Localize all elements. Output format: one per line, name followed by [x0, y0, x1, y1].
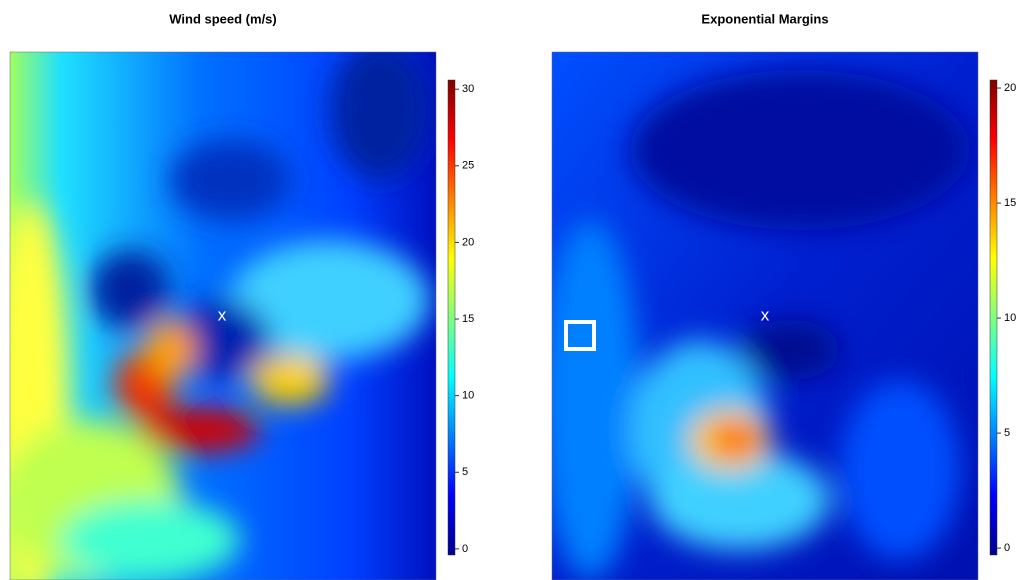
- colorbar: [447, 79, 456, 556]
- colorbar: [989, 79, 998, 556]
- colorbar-tick-label: 15: [1004, 197, 1016, 209]
- plot-frame: [9, 51, 437, 580]
- colorbar-tick-label: 10: [462, 390, 474, 402]
- point-marker: x: [761, 305, 770, 324]
- colorbar-tick-label: 30: [462, 83, 474, 95]
- chart-title: Wind speed (m/s): [169, 11, 277, 26]
- colorbar-tick-label: 5: [1004, 427, 1010, 439]
- heatmap-image: [552, 52, 978, 580]
- colorbar-tick-label: 25: [462, 160, 474, 172]
- plot-frame: [551, 51, 979, 580]
- highlight-box: [564, 320, 596, 351]
- heatmap-image: [10, 52, 436, 580]
- colorbar-tick-label: 20: [1004, 82, 1016, 94]
- point-marker: x: [218, 305, 227, 324]
- colorbar-tick-label: 0: [1004, 542, 1010, 554]
- colorbar-tick-label: 20: [462, 236, 474, 248]
- colorbar-tick-label: 10: [1004, 312, 1016, 324]
- colorbar-tick-label: 15: [462, 313, 474, 325]
- colorbar-tick-label: 0: [462, 543, 468, 555]
- colorbar-tick-label: 5: [462, 466, 468, 478]
- chart-title: Exponential Margins: [701, 11, 828, 26]
